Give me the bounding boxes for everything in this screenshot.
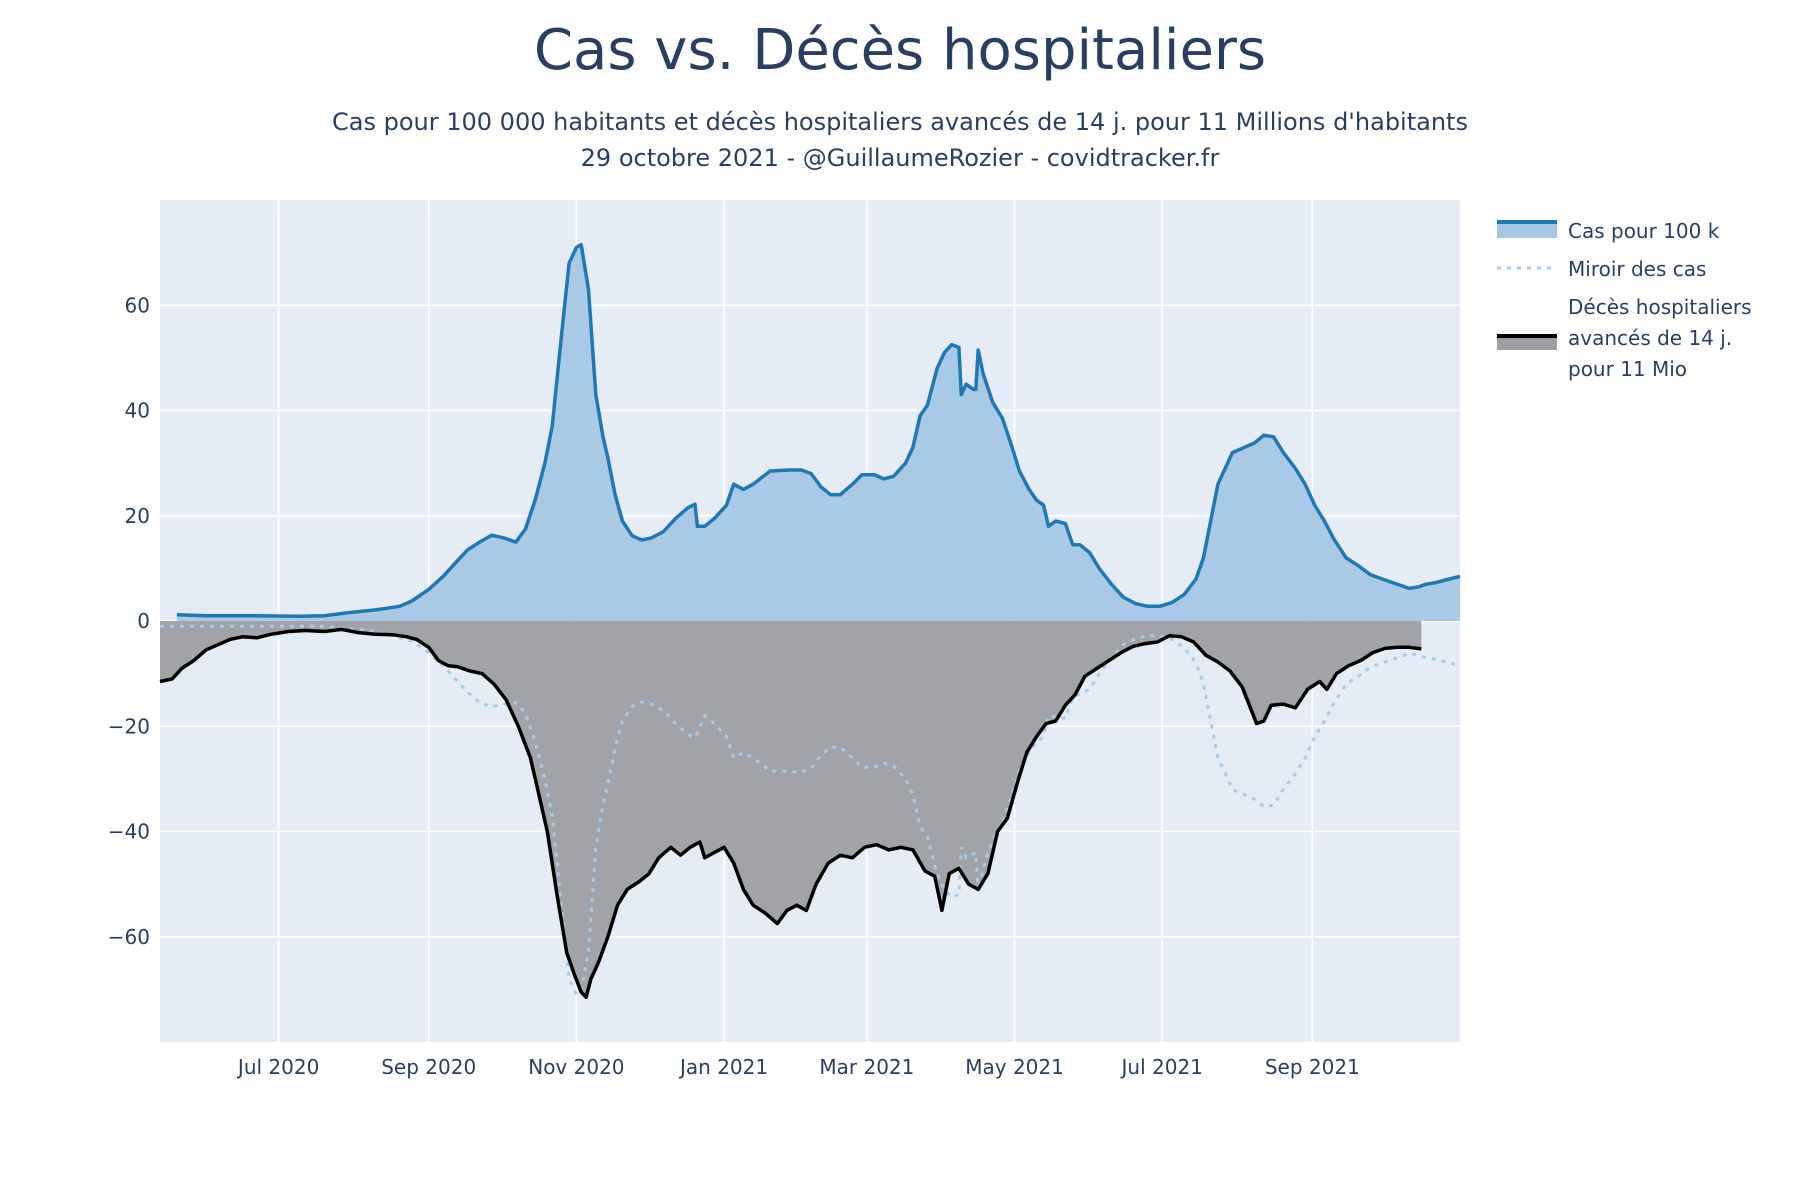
x-tick-label: Jul 2020 bbox=[236, 1055, 319, 1079]
series-areas bbox=[160, 244, 1460, 998]
legend-swatch-cases-fill bbox=[1497, 222, 1557, 238]
series-lines bbox=[159, 242, 1461, 1000]
x-tick-label: May 2021 bbox=[965, 1055, 1064, 1079]
legend-label-deaths-line2: avancés de 14 j. bbox=[1568, 326, 1732, 350]
x-tick-label: Sep 2020 bbox=[381, 1055, 476, 1079]
x-tick-label: Nov 2020 bbox=[528, 1055, 624, 1079]
deaths-line bbox=[159, 627, 1422, 1000]
legend-label-deaths-line3: pour 11 Mio bbox=[1568, 357, 1687, 381]
legend-item-mirror[interactable]: Miroir des cas bbox=[1497, 257, 1706, 281]
y-tick-label: 0 bbox=[137, 609, 150, 633]
x-tick-label: Mar 2021 bbox=[819, 1055, 914, 1079]
chart-subtitle-line1: Cas pour 100 000 habitants et décès hosp… bbox=[332, 108, 1468, 136]
deaths-area bbox=[160, 621, 1422, 998]
chart-subtitle-line2: 29 octobre 2021 - @GuillaumeRozier - cov… bbox=[580, 144, 1220, 172]
x-axis-ticks: Jul 2020 Sep 2020 Nov 2020 Jan 2021 Mar 2021… bbox=[236, 1055, 1360, 1079]
y-tick-label: −60 bbox=[108, 925, 150, 949]
x-tick-label: Sep 2021 bbox=[1265, 1055, 1360, 1079]
x-tick-label: Jan 2021 bbox=[678, 1055, 768, 1079]
legend[interactable]: Cas pour 100 k Miroir des cas Décès hosp… bbox=[1497, 219, 1752, 381]
mirror-line bbox=[160, 624, 1461, 998]
cases-area bbox=[176, 244, 1460, 621]
legend-label-cases: Cas pour 100 k bbox=[1568, 219, 1720, 243]
legend-item-deaths[interactable]: Décès hospitaliers avancés de 14 j. pour… bbox=[1497, 295, 1752, 381]
cases-line bbox=[176, 242, 1461, 619]
legend-item-cases[interactable]: Cas pour 100 k bbox=[1497, 219, 1720, 243]
y-tick-label: 20 bbox=[125, 504, 150, 528]
y-tick-label: −40 bbox=[108, 820, 150, 844]
y-tick-label: −20 bbox=[108, 714, 150, 738]
y-axis-ticks: 60 40 20 0 −20 −40 −60 bbox=[108, 293, 150, 949]
legend-swatch-deaths-fill bbox=[1497, 336, 1557, 350]
legend-label-deaths-line1: Décès hospitaliers bbox=[1568, 295, 1752, 319]
y-tick-label: 40 bbox=[125, 399, 150, 423]
y-tick-label: 60 bbox=[125, 293, 150, 317]
legend-label-mirror: Miroir des cas bbox=[1568, 257, 1706, 281]
x-tick-label: Jul 2021 bbox=[1120, 1055, 1203, 1079]
chart-title: Cas vs. Décès hospitaliers bbox=[533, 18, 1267, 83]
